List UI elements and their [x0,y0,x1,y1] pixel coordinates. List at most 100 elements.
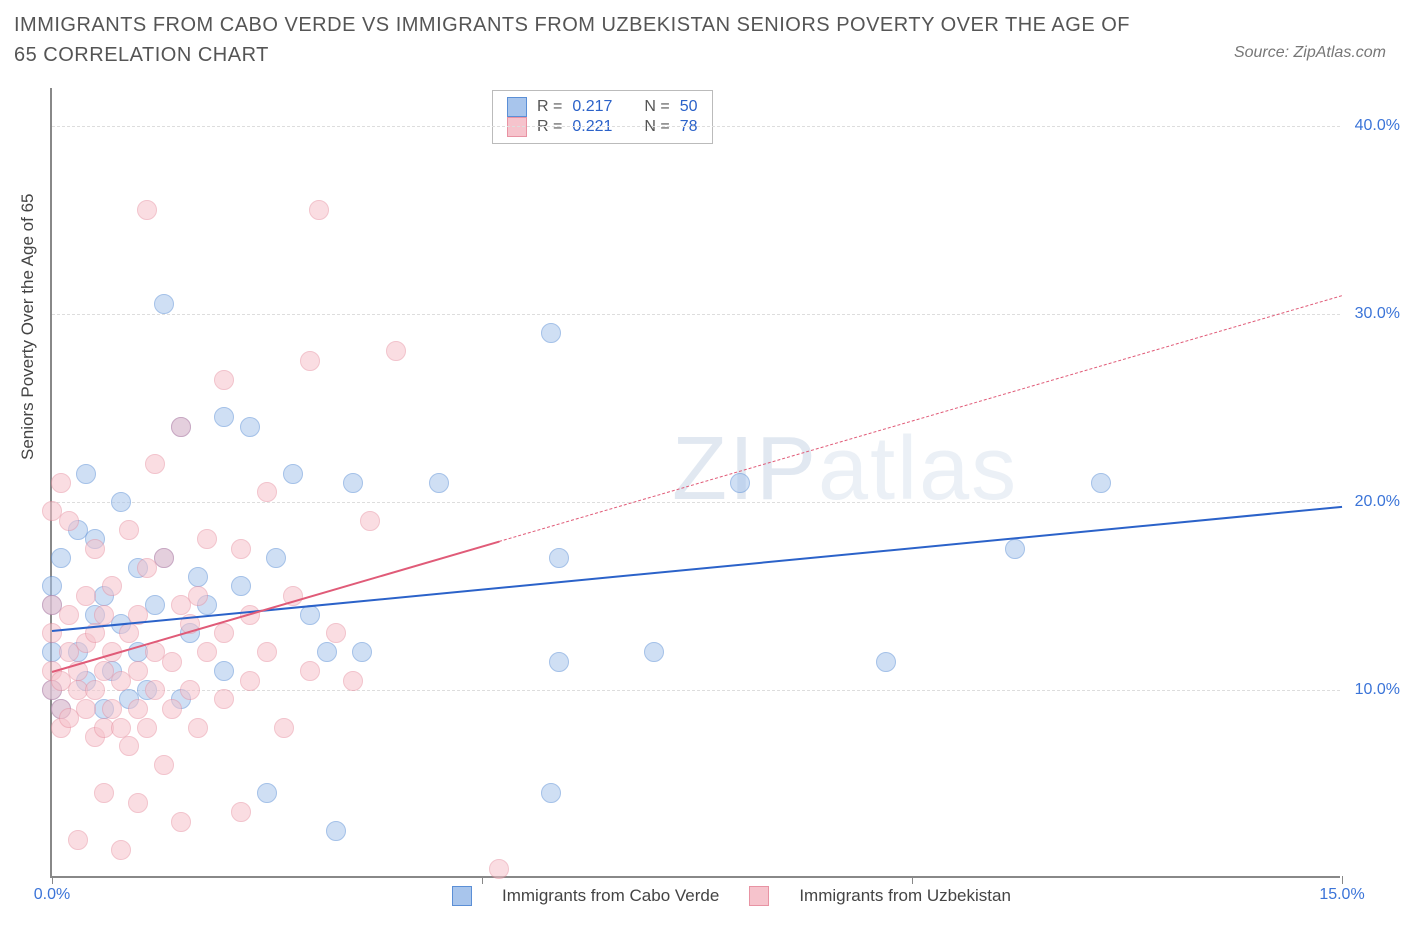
n-value: 50 [680,98,698,116]
scatter-point [489,859,509,879]
y-tick-label: 10.0% [1345,681,1400,699]
scatter-point [240,671,260,691]
source-attribution: Source: ZipAtlas.com [1234,44,1386,62]
legend-label: Immigrants from Cabo Verde [502,886,719,906]
legend-label: Immigrants from Uzbekistan [799,886,1011,906]
scatter-point [214,689,234,709]
trend-line [499,295,1342,542]
r-label: R = [537,98,562,116]
scatter-point [119,623,139,643]
scatter-point [197,529,217,549]
legend-stat-row: R = 0.221N = 78 [507,117,698,137]
scatter-point [343,473,363,493]
scatter-point [326,623,346,643]
scatter-point [154,548,174,568]
scatter-point [94,783,114,803]
x-tick [1342,876,1343,884]
x-tick-label: 15.0% [1319,886,1364,904]
scatter-point [283,464,303,484]
scatter-point [137,718,157,738]
scatter-point [644,642,664,662]
gridline [52,502,1340,503]
scatter-point [541,323,561,343]
scatter-point [1005,539,1025,559]
scatter-point [111,492,131,512]
scatter-point [59,605,79,625]
scatter-point [274,718,294,738]
scatter-point [429,473,449,493]
x-tick [912,876,913,884]
scatter-point [42,623,62,643]
scatter-point [128,699,148,719]
scatter-point [549,548,569,568]
scatter-point [145,454,165,474]
watermark-thin: atlas [818,419,1018,519]
y-axis-label: Seniors Poverty Over the Age of 65 [18,194,38,460]
scatter-point [326,821,346,841]
scatter-point [76,464,96,484]
scatter-point [876,652,896,672]
scatter-point [111,840,131,860]
legend-swatch [507,117,527,137]
gridline [52,126,1340,127]
n-label: N = [644,118,669,136]
legend-stat-row: R = 0.217 N = 50 [507,97,698,117]
scatter-point [76,586,96,606]
scatter-point [188,718,208,738]
watermark: ZIPatlas [672,418,1018,521]
gridline [52,690,1340,691]
scatter-point [42,576,62,596]
r-value: 0.217 [572,98,612,116]
scatter-point [162,699,182,719]
scatter-point [111,718,131,738]
scatter-point [51,473,71,493]
scatter-point [102,576,122,596]
n-label: N = [644,98,669,116]
scatter-point [119,736,139,756]
scatter-point [102,699,122,719]
scatter-point [1091,473,1111,493]
scatter-point [300,661,320,681]
y-tick-label: 40.0% [1345,117,1400,135]
scatter-point [59,511,79,531]
r-value: 0.221 [572,118,612,136]
x-tick [52,876,53,884]
scatter-point [94,605,114,625]
scatter-point [188,567,208,587]
scatter-point [231,576,251,596]
x-tick-label: 0.0% [34,886,70,904]
gridline [52,314,1340,315]
scatter-point [214,407,234,427]
n-value: 78 [680,118,698,136]
y-tick-label: 30.0% [1345,305,1400,323]
chart-container: ZIPatlas R = 0.217N = 50R = 0.221N = 78 … [50,88,1390,878]
scatter-point [197,642,217,662]
scatter-point [214,370,234,390]
scatter-point [309,200,329,220]
scatter-point [549,652,569,672]
scatter-point [257,482,277,502]
scatter-point [137,200,157,220]
trend-line [52,506,1342,632]
legend-swatch [749,886,769,906]
scatter-point [154,755,174,775]
scatter-point [119,520,139,540]
legend-series: Immigrants from Cabo Verde Immigrants fro… [452,886,1011,906]
scatter-point [76,699,96,719]
scatter-point [180,680,200,700]
scatter-point [85,680,105,700]
scatter-point [231,802,251,822]
scatter-point [145,595,165,615]
scatter-point [317,642,337,662]
scatter-point [730,473,750,493]
page-title: IMMIGRANTS FROM CABO VERDE VS IMMIGRANTS… [14,10,1134,70]
scatter-point [85,539,105,559]
x-tick [482,876,483,884]
scatter-point [171,417,191,437]
scatter-point [145,680,165,700]
scatter-point [343,671,363,691]
plot-area: ZIPatlas R = 0.217N = 50R = 0.221N = 78 … [50,88,1340,878]
legend-swatch [507,97,527,117]
scatter-point [214,623,234,643]
scatter-point [360,511,380,531]
